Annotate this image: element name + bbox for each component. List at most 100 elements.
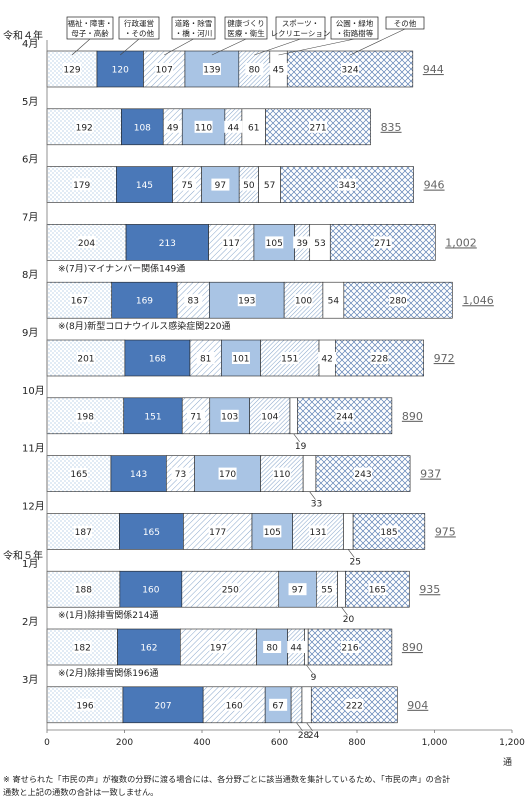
value-label: 185	[380, 528, 397, 538]
value-label: 177	[209, 528, 226, 538]
value-label-bg	[72, 178, 91, 191]
value-label-bg	[269, 63, 288, 75]
footnote-text: 通数と上記の通数の合計は一致しません。	[3, 787, 158, 797]
value-leader-line	[306, 722, 313, 731]
month-label: 2月	[22, 616, 38, 628]
value-label-bg	[209, 641, 228, 653]
value-label: 75	[181, 181, 192, 191]
value-label: 104	[261, 412, 278, 422]
value-label-bg	[178, 178, 197, 191]
value-label-bg	[196, 352, 215, 364]
bar-segment	[302, 455, 317, 492]
value-label: 107	[156, 66, 173, 76]
value-label: 120	[112, 66, 129, 76]
value-label-bg	[293, 236, 312, 249]
value-label: 57	[264, 181, 275, 191]
total-label: 944	[423, 63, 444, 76]
bar-segment	[125, 224, 209, 261]
value-label-bg	[220, 409, 239, 422]
value-label-bg	[74, 525, 93, 538]
value-label: 165	[143, 528, 160, 538]
legend-leader-line	[120, 38, 140, 56]
legend-label: 福祉・障害・	[68, 18, 113, 28]
month-label: 3月	[22, 674, 38, 686]
value-label: 145	[136, 181, 153, 191]
value-label-bg	[74, 583, 93, 596]
value-label: 19	[295, 442, 307, 452]
value-label: 20	[343, 615, 355, 625]
legend-label: 公園・緑地	[336, 18, 374, 28]
value-label: 105	[264, 528, 281, 538]
value-leader-line	[309, 491, 316, 500]
value-label: 81	[200, 355, 211, 365]
x-tick-label: 400	[193, 738, 210, 748]
value-label: 44	[290, 644, 302, 654]
bar-segment	[124, 339, 191, 377]
value-label: 28	[298, 731, 310, 741]
value-label: 100	[295, 297, 312, 307]
value-label-bg	[263, 641, 282, 653]
value-label-bg	[287, 641, 306, 653]
value-label: 243	[354, 470, 371, 480]
value-label: 188	[75, 586, 92, 596]
value-label: 196	[76, 701, 93, 711]
value-label-bg	[155, 63, 174, 75]
value-label-bg	[260, 178, 279, 191]
value-label-bg	[237, 294, 256, 307]
value-label-bg	[310, 236, 329, 249]
value-label: 160	[142, 586, 159, 596]
bar-segment	[111, 281, 178, 319]
value-label-bg	[225, 698, 244, 711]
legend-leader-line	[349, 28, 406, 56]
value-label-bg	[224, 120, 243, 133]
legend-leader-line	[278, 38, 355, 56]
value-label-bg	[288, 583, 307, 596]
footnote-text: ※ 寄せられた「市民の声」が複数の分野に渡る場合には、各分野ごとに該当通数を集計…	[3, 774, 450, 784]
value-label: 216	[341, 644, 358, 654]
value-label-bg	[309, 525, 328, 538]
value-label-bg	[318, 352, 337, 364]
value-label-bg	[341, 63, 360, 75]
value-label: 61	[248, 123, 259, 133]
value-label: 162	[140, 644, 157, 654]
value-label: 42	[321, 355, 332, 365]
value-label: 204	[78, 239, 95, 249]
value-label-bg	[73, 641, 92, 653]
value-label: 44	[228, 123, 240, 133]
legend-leader-line	[164, 38, 194, 56]
value-label-bg	[171, 467, 190, 480]
total-label: 890	[402, 641, 423, 654]
value-label-bg	[244, 120, 263, 133]
value-leader-line	[341, 607, 348, 616]
value-label-bg	[265, 236, 284, 249]
legend-label: 健康づくり	[227, 18, 265, 28]
value-label: 131	[309, 528, 326, 538]
value-label: 110	[195, 123, 212, 133]
value-label: 71	[190, 412, 201, 422]
legend-leader-line	[71, 38, 91, 56]
value-label-bg	[208, 525, 227, 538]
value-label: 101	[232, 355, 249, 365]
value-label-bg	[77, 236, 96, 249]
value-label-bg	[338, 178, 357, 191]
value-label-bg	[263, 525, 282, 538]
value-label: 49	[167, 123, 179, 133]
value-label: 50	[243, 181, 255, 191]
value-label-bg	[335, 409, 354, 422]
legend-label: 行政運営	[124, 18, 154, 28]
value-label-bg	[163, 120, 182, 133]
legend-label: ・その他	[124, 28, 154, 38]
legend-leader-line	[211, 38, 247, 56]
value-label: 250	[222, 586, 239, 596]
x-tick-label: 0	[44, 738, 50, 748]
value-label: 117	[223, 239, 240, 249]
value-label: 222	[346, 701, 363, 711]
bar-segment	[301, 686, 312, 724]
bar-segment	[289, 397, 298, 435]
year-label: 令和４年	[3, 29, 43, 42]
value-label: 324	[341, 66, 358, 76]
value-label: 168	[149, 355, 166, 365]
value-label: 187	[75, 528, 92, 538]
